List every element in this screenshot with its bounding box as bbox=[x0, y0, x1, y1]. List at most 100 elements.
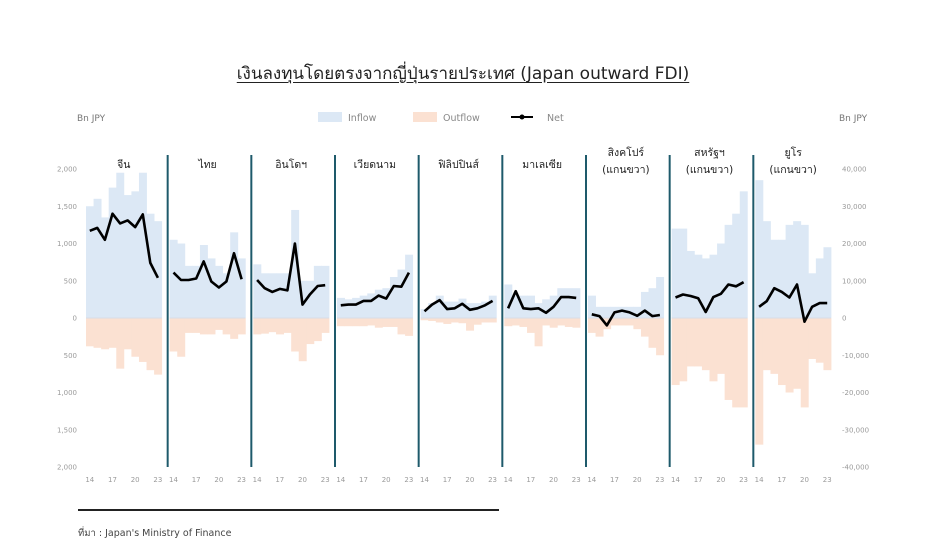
inflow-bar bbox=[435, 295, 444, 318]
outflow-bar bbox=[739, 318, 748, 408]
inflow-bar bbox=[603, 306, 612, 318]
inflow-bar bbox=[344, 299, 353, 318]
x-tick-label: 14 bbox=[169, 476, 178, 484]
x-tick-label: 23 bbox=[321, 476, 330, 484]
inflow-bar bbox=[253, 264, 262, 318]
inflow-bar bbox=[542, 299, 551, 318]
x-tick-label: 20 bbox=[465, 476, 474, 484]
inflow-bar bbox=[138, 172, 147, 318]
panel-label: (แกนขวา) bbox=[686, 164, 733, 176]
outflow-bar bbox=[352, 318, 361, 327]
inflow-bar bbox=[276, 273, 284, 318]
outflow-bar bbox=[481, 318, 490, 323]
panel: 14 17 20 23 มาเลเซีย bbox=[504, 155, 587, 484]
source-note: ที่มา : Japan's Ministry of Finance bbox=[78, 528, 232, 539]
x-tick-label: 17 bbox=[108, 476, 117, 484]
panel: 14 17 20 23 จีน bbox=[85, 155, 169, 484]
x-tick-label: 20 bbox=[131, 476, 140, 484]
outflow-bar bbox=[359, 318, 368, 327]
x-tick-label: 20 bbox=[800, 476, 809, 484]
right-tick-label: 10,000 bbox=[842, 277, 867, 285]
outflow-bar bbox=[694, 318, 703, 367]
legend-marker-net bbox=[519, 114, 525, 120]
net-line bbox=[675, 281, 745, 314]
outflow-bar bbox=[215, 318, 224, 330]
outflow-bar bbox=[253, 318, 262, 335]
x-tick-label: 20 bbox=[633, 476, 642, 484]
x-tick-label: 23 bbox=[153, 476, 162, 484]
inflow-bar bbox=[701, 258, 710, 318]
left-tick-label: 500 bbox=[64, 277, 77, 285]
panel: 14 17 20 23 ไทย bbox=[169, 155, 253, 484]
outflow-bar bbox=[671, 318, 680, 386]
x-tick-label: 14 bbox=[504, 476, 513, 484]
x-tick-label: 17 bbox=[610, 476, 619, 484]
outflow-bar bbox=[397, 318, 406, 335]
outflow-bar bbox=[557, 318, 566, 326]
outflow-bar bbox=[169, 318, 178, 352]
outflow-bar bbox=[108, 318, 117, 348]
inflow-bar bbox=[86, 206, 94, 318]
inflow-bar bbox=[337, 297, 345, 318]
inflow-bar bbox=[732, 213, 741, 318]
left-tick-label: 0 bbox=[73, 315, 77, 323]
outflow-bar bbox=[686, 318, 695, 367]
panel: 14 17 20 23 ยูโร (แกนขวา) bbox=[755, 146, 832, 484]
outflow-bar bbox=[564, 318, 573, 327]
x-tick-label: 14 bbox=[420, 476, 429, 484]
left-axis-unit: Bn JPY bbox=[77, 114, 106, 124]
outflow-bar bbox=[131, 318, 140, 357]
outflow-bar bbox=[488, 318, 497, 323]
inflow-bar bbox=[283, 273, 292, 318]
outflow-bar bbox=[656, 318, 665, 356]
right-tick-label: -30,000 bbox=[842, 426, 869, 434]
inflow-bar bbox=[595, 306, 604, 318]
outflow-bar bbox=[428, 318, 437, 321]
outflow-bar bbox=[778, 318, 786, 386]
inflow-bar bbox=[291, 209, 300, 318]
inflow-bar bbox=[93, 198, 102, 318]
x-tick-label: 23 bbox=[739, 476, 748, 484]
inflow-bar bbox=[192, 265, 201, 318]
inflow-bar bbox=[640, 291, 649, 318]
inflow-bar bbox=[755, 180, 764, 318]
outflow-bar bbox=[588, 318, 596, 333]
inflow-bar bbox=[686, 250, 695, 318]
outflow-bar bbox=[770, 318, 779, 374]
x-tick-label: 14 bbox=[587, 476, 596, 484]
outflow-bar bbox=[207, 318, 216, 335]
panel-label: สหรัฐฯ bbox=[694, 147, 725, 159]
inflow-bar bbox=[724, 224, 733, 318]
inflow-bar bbox=[215, 265, 224, 318]
outflow-bar bbox=[313, 318, 322, 342]
right-tick-label: 40,000 bbox=[842, 166, 867, 174]
outflow-bar bbox=[230, 318, 239, 339]
x-tick-label: 23 bbox=[237, 476, 246, 484]
outflow-bar bbox=[648, 318, 657, 348]
right-axis-unit: Bn JPY bbox=[839, 114, 868, 124]
outflow-bar bbox=[276, 318, 284, 335]
inflow-bar bbox=[306, 280, 315, 318]
left-tick-label: 1,500 bbox=[57, 203, 77, 211]
outflow-bar bbox=[138, 318, 147, 362]
axes: Bn JPY Bn JPY 2,000 1,500 1,000 500 0 500 1,000 1… bbox=[57, 114, 869, 472]
inflow-bar bbox=[694, 254, 703, 318]
outflow-bar bbox=[420, 318, 429, 321]
outflow-bar bbox=[237, 318, 246, 335]
panel-label: จีน bbox=[117, 158, 130, 171]
inflow-bar bbox=[785, 224, 794, 318]
x-tick-label: 20 bbox=[382, 476, 391, 484]
outflow-bar bbox=[504, 318, 513, 327]
left-tick-label: 1,000 bbox=[57, 389, 77, 397]
inflow-bar bbox=[101, 217, 110, 318]
inflow-bar bbox=[815, 258, 824, 318]
panel: 14 17 20 23 ฟิลิปปินส์ bbox=[420, 155, 504, 484]
outflow-bar bbox=[625, 318, 634, 326]
inflow-bar bbox=[770, 239, 779, 318]
inflow-bar bbox=[321, 265, 330, 318]
inflow-bar bbox=[169, 239, 178, 318]
outflow-bar bbox=[793, 318, 802, 389]
inflow-bar bbox=[428, 303, 437, 318]
panel-label: ไทย bbox=[197, 158, 216, 171]
